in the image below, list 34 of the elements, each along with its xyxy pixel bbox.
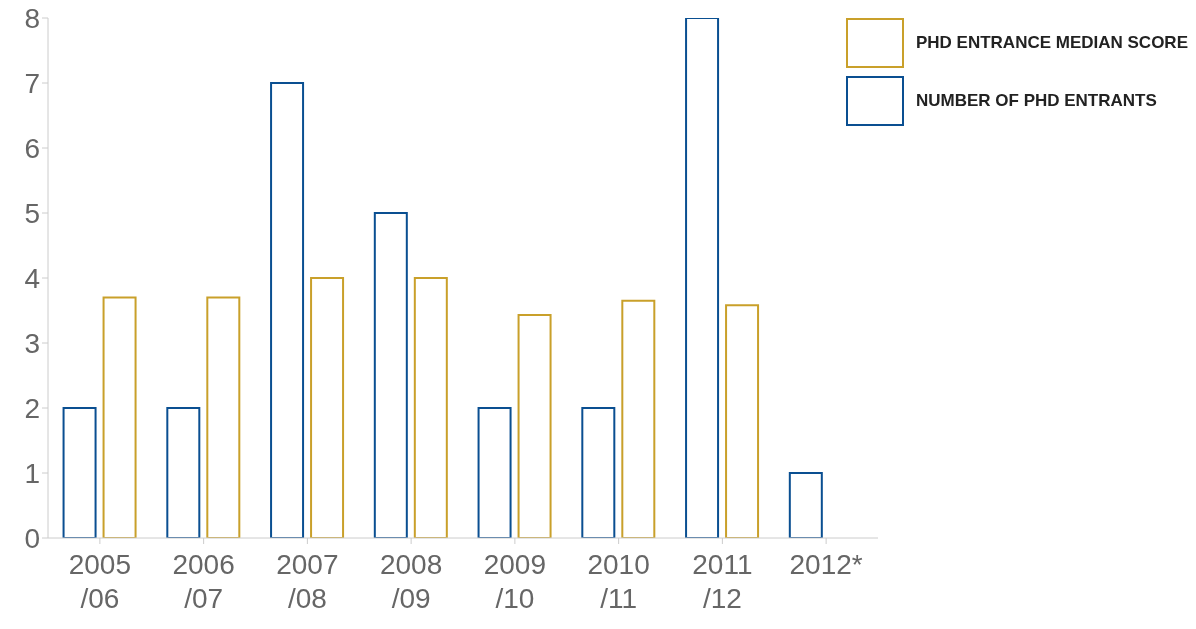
bar — [477, 407, 512, 538]
y-tick-label: 6 — [24, 132, 40, 164]
bar — [621, 299, 656, 538]
bar — [685, 18, 720, 538]
y-tick-label: 8 — [24, 2, 40, 34]
x-tick-label: 2012* — [789, 549, 863, 580]
bar — [413, 277, 448, 538]
x-tick-label: 2005 /06 — [68, 549, 132, 614]
x-tick-label: 2006 /07 — [172, 549, 235, 614]
bar — [62, 407, 97, 538]
bar — [310, 277, 345, 538]
y-tick-label: 0 — [24, 522, 40, 554]
bar — [581, 407, 616, 538]
x-tick-label: 2009 /10 — [483, 549, 547, 614]
bar — [517, 314, 552, 538]
text: PHD ENTRANCE MEDIAN SCORE — [915, 33, 1188, 53]
bar — [102, 296, 137, 538]
y-tick-label: 3 — [24, 327, 40, 359]
bar — [788, 472, 823, 538]
bar — [725, 304, 760, 538]
x-tick-label: 2007 /08 — [276, 549, 339, 614]
x-tick-label: 2008 /09 — [379, 549, 443, 614]
y-tick-label: 5 — [24, 197, 40, 229]
text: NUMBER OF PHD ENTRANTS — [915, 91, 1157, 111]
bar — [166, 407, 201, 538]
y-tick-label: 7 — [24, 67, 40, 99]
bar — [270, 82, 305, 538]
x-tick-label: 2010 /11 — [587, 549, 650, 614]
y-tick-label: 1 — [24, 457, 40, 489]
y-tick-label: 4 — [24, 262, 40, 294]
y-tick-label: 2 — [24, 392, 40, 424]
x-tick-label: 2011 /12 — [692, 549, 753, 614]
bar — [373, 212, 408, 538]
bar — [206, 296, 241, 538]
